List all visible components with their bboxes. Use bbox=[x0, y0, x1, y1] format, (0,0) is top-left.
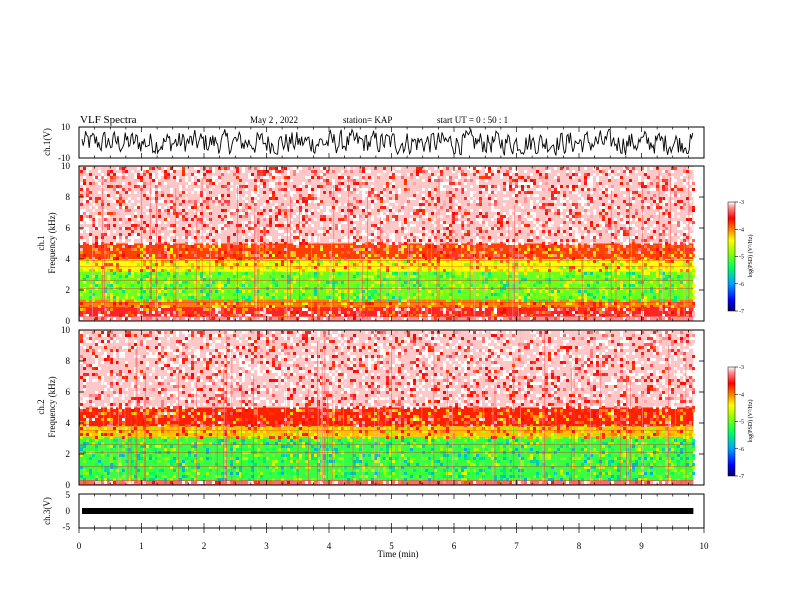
ch1-spectrogram-panel: 0 2 4 6 8 10 ch.1 Frequency (kHz) -3 -4 -5 -6 -7 … bbox=[36, 161, 754, 326]
header-start-time: start UT = 0 : 50 : 1 bbox=[437, 115, 508, 125]
ch1-waveform-ylabel: ch.1(V) bbox=[42, 128, 52, 156]
ch3-waveform-ylabel: ch.3(V) bbox=[42, 497, 52, 525]
ch1-colorbar-tick-label: -5 bbox=[739, 255, 744, 261]
ch1-spectrogram-ylabel-channel: ch.1 bbox=[36, 235, 46, 250]
header-station: station= KAP bbox=[343, 115, 392, 125]
time-axis-tick-labels: 0 1 2 3 4 5 6 7 8 9 10 bbox=[77, 541, 709, 551]
ch2-spectrogram-ytick-label: 8 bbox=[66, 356, 71, 366]
time-axis-tick-label: 10 bbox=[700, 541, 710, 551]
ch1-colorbar-label: log(PSD) (V²/Hz) bbox=[747, 235, 754, 278]
ch1-ytick-bottom: -10 bbox=[58, 153, 70, 163]
ch3-ytick-middle: 0 bbox=[66, 506, 71, 516]
time-axis-tick-label: 9 bbox=[639, 541, 644, 551]
ch2-colorbar-label: log(PSD) (V²/Hz) bbox=[747, 400, 754, 443]
time-axis-tick-label: 4 bbox=[327, 541, 332, 551]
ch1-colorbar-tick-label: -4 bbox=[739, 227, 744, 233]
ch1-spectrogram-ytick-label: 4 bbox=[66, 254, 71, 264]
ch1-spectrogram-plot bbox=[79, 166, 695, 321]
ch2-spectrogram-ytick-label: 10 bbox=[61, 325, 71, 335]
time-axis-tick-label: 3 bbox=[264, 541, 269, 551]
time-axis-tick-label: 1 bbox=[139, 541, 144, 551]
ch1-waveform-plot bbox=[81, 127, 694, 156]
ch1-spectrogram-ytick-label: 6 bbox=[66, 223, 71, 233]
ch1-waveform-trace bbox=[81, 127, 694, 156]
ch2-colorbar-tick-label: -4 bbox=[739, 392, 744, 398]
ch1-spectrogram-ylabel-frequency: Frequency (kHz) bbox=[47, 212, 57, 273]
ch1-spectrogram-ytick-label: 2 bbox=[66, 285, 71, 295]
ch2-colorbar-tick-label: -3 bbox=[739, 365, 744, 371]
spectrogram-band bbox=[79, 316, 694, 321]
spectrogram-band bbox=[79, 299, 694, 307]
ch2-colorbar-tick-label: -5 bbox=[739, 420, 744, 426]
ch1-spectrogram-yticks: 0 2 4 6 8 10 bbox=[61, 161, 704, 326]
time-axis-tick-label: 2 bbox=[202, 541, 207, 551]
time-axis-tick-label: 7 bbox=[514, 541, 519, 551]
ch1-spectrogram-ytick-label: 10 bbox=[61, 161, 71, 171]
ch2-spectrogram-ylabel-frequency: Frequency (kHz) bbox=[47, 376, 57, 437]
time-axis-ticks bbox=[78, 127, 705, 533]
ch3-ytick-top: 5 bbox=[66, 490, 71, 500]
time-axis-tick-label: 0 bbox=[77, 541, 82, 551]
ch2-spectrogram-ytick-label: 6 bbox=[66, 387, 71, 397]
ch1-colorbar: -3 -4 -5 -6 -7 log(PSD) (V²/Hz) bbox=[727, 200, 754, 315]
ch1-colorbar-ticks: -3 -4 -5 -6 -7 bbox=[735, 200, 744, 315]
ch1-spectrogram-ytick-label: 0 bbox=[66, 316, 71, 326]
ch2-colorbar: -3 -4 -5 -6 -7 log(PSD) (V²/Hz) bbox=[727, 365, 754, 480]
ch2-spectrogram-ytick-label: 4 bbox=[66, 418, 71, 428]
ch2-spectrogram-ytick-label: 0 bbox=[66, 480, 71, 490]
ch1-ytick-top: 10 bbox=[61, 122, 71, 132]
ch1-colorbar-tick-label: -7 bbox=[739, 309, 744, 315]
ch2-spectrogram-ylabel-channel: ch.2 bbox=[36, 399, 46, 414]
ch1-colorbar-scale bbox=[727, 201, 736, 312]
ch2-spectrogram-ytick-label: 2 bbox=[66, 449, 71, 459]
ch1-colorbar-tick-label: -6 bbox=[739, 282, 744, 288]
ch3-ytick-bottom: -5 bbox=[63, 522, 71, 532]
time-axis-tick-label: 6 bbox=[452, 541, 457, 551]
ch2-colorbar-tick-label: -6 bbox=[739, 447, 744, 453]
ch2-colorbar-tick-label: -7 bbox=[739, 474, 744, 480]
ch2-spectrogram-yticks: 0 2 4 6 8 10 bbox=[61, 325, 704, 490]
ch1-spectrogram-ytick-label: 8 bbox=[66, 192, 71, 202]
time-axis-tick-label: 5 bbox=[389, 541, 394, 551]
ch2-colorbar-scale bbox=[727, 366, 736, 477]
ch1-colorbar-tick-label: -3 bbox=[739, 200, 744, 206]
time-axis-tick-label: 8 bbox=[577, 541, 582, 551]
time-axis-label: Time (min) bbox=[378, 549, 419, 559]
ch2-spectrogram-panel: 0 2 4 6 8 10 ch.2 Frequency (kHz) -3 -4 -5 -6 -7 … bbox=[36, 325, 754, 490]
header-date: May 2 , 2022 bbox=[250, 115, 298, 125]
chart-title: VLF Spectra bbox=[80, 114, 137, 126]
ch2-spectrogram-plot bbox=[79, 330, 695, 485]
ch2-colorbar-ticks: -3 -4 -5 -6 -7 bbox=[735, 365, 744, 480]
